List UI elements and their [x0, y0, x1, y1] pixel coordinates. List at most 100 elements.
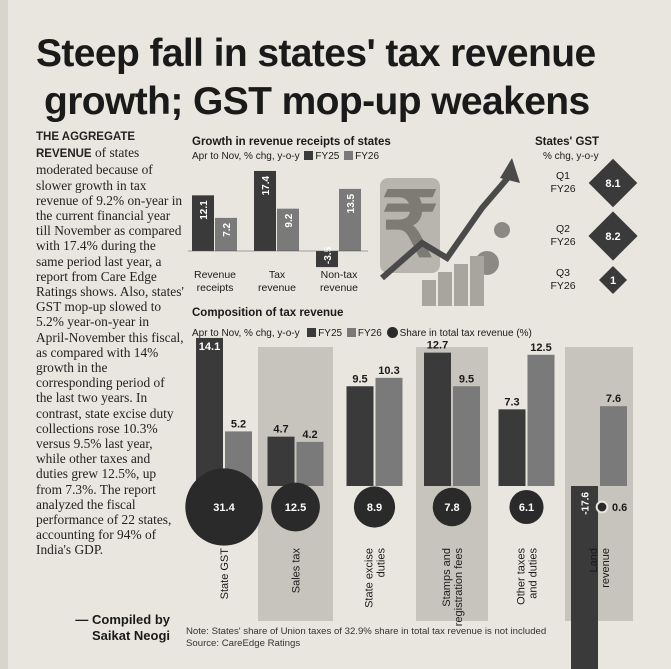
chart2-value-label: 7.6 — [606, 393, 621, 405]
credit: — Compiled by Saikat Neogi — [60, 612, 170, 644]
chart1-bar-fy26-2 — [339, 188, 361, 251]
gst-quarter-label: Q2 — [556, 223, 570, 235]
rupee-illustration: ₹ — [380, 158, 520, 306]
note-text: Note: States' share of Union taxes of 32… — [186, 626, 547, 637]
chart2-category-label: Stamps and — [441, 548, 453, 607]
chart2-share-label: 6.1 — [519, 502, 534, 514]
gst-quarter-label: Q1 — [556, 170, 570, 182]
gst-year-label: FY26 — [550, 236, 575, 248]
chart1-bar-fy26-1 — [277, 208, 299, 251]
credit-line1: — Compiled by — [75, 612, 170, 627]
gst-year-label: FY26 — [550, 280, 575, 292]
chart2-share-dot-4 — [509, 489, 544, 525]
gst-diamond-2 — [599, 266, 627, 294]
chart2-value-label: 4.7 — [273, 424, 288, 436]
chart2-share-dot-2 — [353, 486, 396, 528]
note-block: Note: States' share of Union taxes of 32… — [186, 626, 546, 650]
legend-fy26-label: FY26 — [355, 151, 380, 162]
gst-diamond-0 — [588, 158, 638, 208]
chart2-value-label: 10.3 — [378, 365, 399, 377]
chart2-bar-fy26-5 — [600, 406, 627, 486]
gst-quarter-label: Q3 — [556, 267, 570, 279]
chart2-share-dot-3 — [432, 487, 472, 527]
chart1-category-label: receipts — [197, 282, 234, 294]
sidebar-body: of states moderated because of slower gr… — [36, 145, 184, 558]
legend-share-label: Share in total tax revenue (%) — [399, 328, 532, 339]
chart2-bar-fy26-1 — [296, 441, 324, 486]
chart2-value-label: -17.6 — [581, 492, 592, 515]
chart2-title: Composition of tax revenue — [192, 307, 344, 319]
chart2-share-label: 8.9 — [367, 502, 382, 514]
headline-line2: growth; GST mop-up weakens — [44, 80, 590, 123]
legend-fy25-label: FY25 — [315, 151, 340, 162]
page-edge — [0, 0, 8, 669]
chart2-category-label: Land — [588, 548, 600, 572]
legend-fy26-swatch — [344, 151, 354, 160]
chart1-value-label: 7.2 — [222, 222, 233, 236]
chart1-value-label: 9.2 — [284, 213, 295, 227]
legend-share-dot — [386, 327, 398, 338]
chart2-share-dot-1 — [271, 482, 320, 532]
chart2-value-label: 14.1 — [199, 341, 220, 353]
chart2-share-dot-5 — [595, 500, 609, 514]
chart1-subtitle-row: Apr to Nov, % chg, y-o-y FY25 FY26 — [192, 151, 379, 162]
legend2-fy26-label: FY26 — [357, 328, 382, 339]
chart1-value-label: 17.4 — [261, 176, 272, 196]
chart2-value-label: 4.2 — [302, 429, 317, 441]
chart1-category-label: Non-tax — [321, 269, 359, 281]
legend2-fy25-label: FY25 — [318, 328, 343, 339]
chart2-value-label: 9.5 — [352, 373, 367, 385]
chart1-value-label: 13.5 — [346, 193, 357, 213]
chart2-bar-fy25-3 — [424, 352, 451, 486]
gst-diamond-1 — [588, 211, 638, 261]
chart1-bar-fy25-0 — [192, 195, 214, 251]
chart1-category-label: revenue — [320, 282, 358, 294]
svg-text:₹: ₹ — [381, 176, 438, 276]
chart2-value-label: 7.3 — [504, 396, 519, 408]
chart1-bar-fy25-1 — [254, 170, 276, 251]
gst-title: States' GST — [535, 136, 600, 148]
chart2-bar-fy25-2 — [346, 386, 374, 486]
credit-line2: Saikat Neogi — [91, 628, 170, 643]
chart2-category-label: revenue — [600, 548, 612, 588]
legend2-fy26-swatch — [346, 328, 356, 337]
chart2-bar-fy26-4 — [527, 354, 555, 486]
gst-value-label: 8.2 — [605, 231, 620, 243]
chart2-bar-fy26-2 — [375, 377, 403, 486]
headline: Steep fall in states' tax revenue growth… — [36, 30, 656, 126]
sidebar-lead: THE AGGREGATE REVENUE — [36, 131, 136, 161]
headline-line1: Steep fall in states' tax revenue — [36, 32, 596, 75]
chart2-share-dot-0 — [185, 468, 263, 546]
chart1-bar-fy25-2 — [316, 251, 338, 268]
chart2-bar-fy25-5 — [571, 486, 598, 669]
chart2-value-label: 5.2 — [231, 418, 246, 430]
chart2-category-label: registration fees — [453, 548, 465, 627]
chart1-category-label: Revenue — [194, 269, 236, 281]
chart2-bar-fy25-4 — [498, 409, 526, 486]
gst-subtitle: % chg, y-o-y — [543, 151, 599, 162]
sidebar-text: THE AGGREGATE REVENUE of states moderate… — [36, 128, 184, 558]
chart2-value-label: 12.5 — [530, 342, 551, 354]
legend-fy25-swatch — [304, 151, 314, 160]
chart2-category-label: and duties — [528, 548, 540, 599]
chart1-title: Growth in revenue receipts of states — [192, 136, 391, 148]
chart2-subtitle-row: Apr to Nov, % chg, y-o-y FY25 FY26 Share… — [192, 327, 532, 339]
chart2-share-label: 0.6 — [612, 502, 627, 514]
chart2-category-label: duties — [376, 548, 388, 578]
chart2-category-label: State excise — [364, 548, 376, 608]
chart2-category-label: State GST — [219, 548, 231, 600]
chart2-category-label: Sales tax — [291, 548, 303, 594]
source-text: Source: CareEdge Ratings — [186, 638, 301, 649]
gst-value-label: 8.1 — [605, 178, 620, 190]
chart2-bar-fy25-1 — [267, 436, 295, 486]
chart2-category-label: Other taxes — [516, 548, 528, 605]
chart1-bar-fy26-0 — [215, 217, 237, 251]
chart2-value-label: 9.5 — [459, 373, 474, 385]
chart1-value-label: 12.1 — [199, 200, 210, 220]
chart1-category-label: Tax — [269, 269, 286, 281]
chart2-share-label: 12.5 — [285, 502, 306, 514]
chart2-value-label: 12.7 — [427, 340, 448, 352]
chart2-share-label: 31.4 — [213, 502, 235, 514]
chart2-subtitle: Apr to Nov, % chg, y-o-y — [192, 328, 300, 339]
